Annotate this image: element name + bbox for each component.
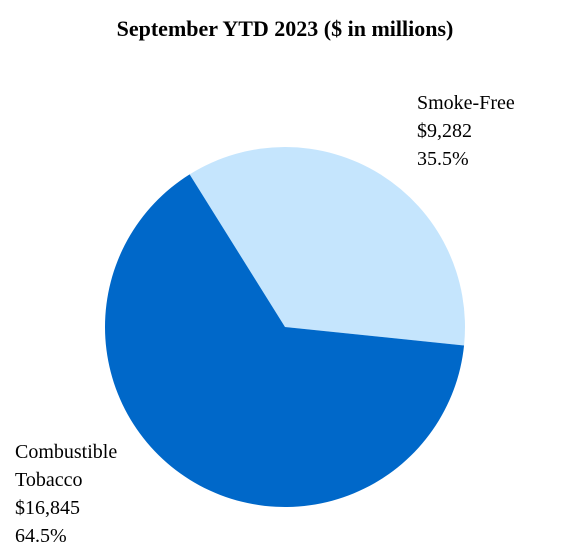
- percentage-label: 64.5%: [15, 525, 67, 547]
- pie-slice: [104, 174, 465, 507]
- slice-label: Smoke-Free $9,282 35.5%: [417, 89, 567, 173]
- category-label: Smoke-Free: [417, 92, 515, 114]
- pie-slice: [189, 147, 465, 346]
- slice-label: Combustible Tobacco $16,845 64.5%: [15, 438, 145, 550]
- percentage-label: 35.5%: [417, 148, 469, 170]
- category-label: Combustible Tobacco: [15, 441, 118, 491]
- value-label: $9,282: [417, 120, 472, 142]
- chart-title: September YTD 2023 ($ in millions): [116, 16, 454, 41]
- value-label: $16,845: [15, 497, 80, 519]
